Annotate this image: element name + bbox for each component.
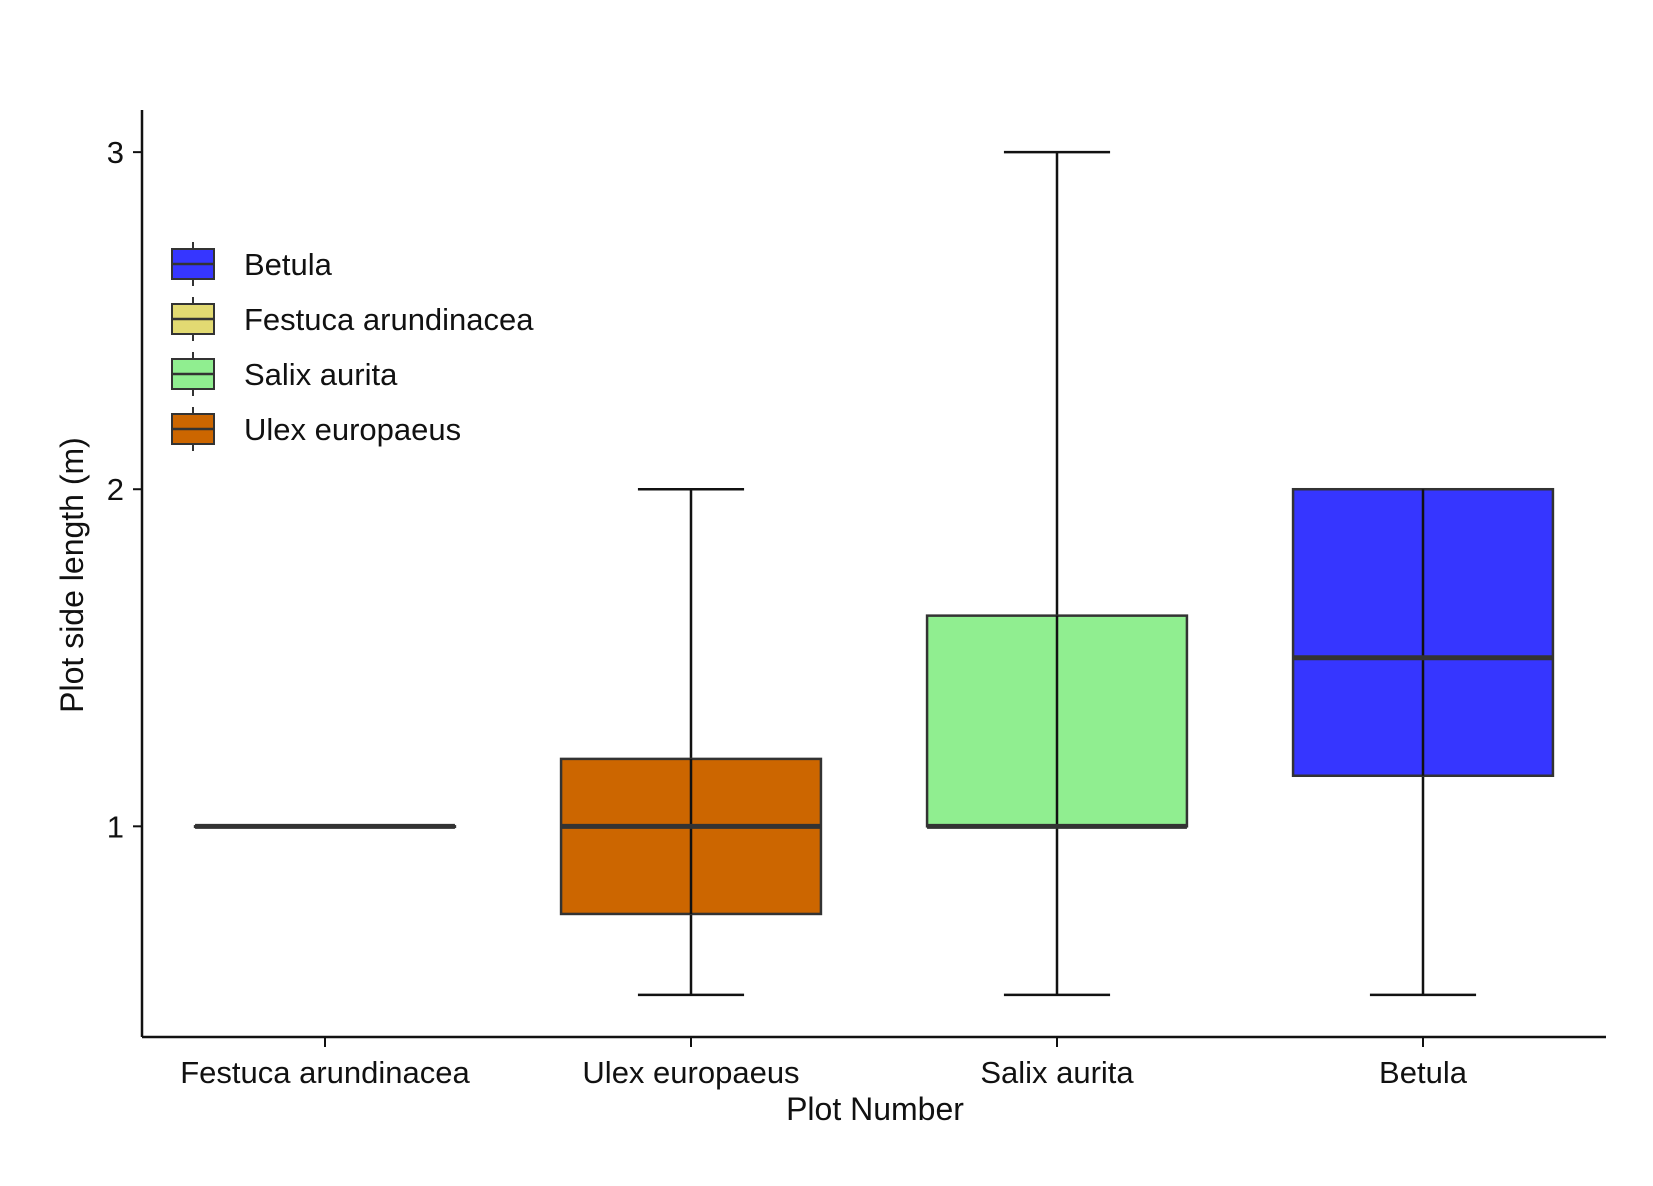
legend-item: Festuca arundinacea	[171, 297, 534, 341]
legend-label: Festuca arundinacea	[244, 302, 534, 337]
box-group	[193, 823, 457, 829]
y-tick-label: 3	[107, 135, 124, 170]
legend: Betula Festuca arundinacea Salix aurita Ule…	[171, 242, 534, 451]
axes: 1 2 3 Festuca arundinacea Ulex europaeus Sali…	[107, 110, 1606, 1090]
y-tick-label: 1	[107, 809, 124, 844]
legend-label: Salix aurita	[244, 357, 398, 392]
x-tick-label: Ulex europaeus	[582, 1055, 799, 1090]
box-group	[925, 150, 1189, 997]
x-tick-label: Salix aurita	[980, 1055, 1134, 1090]
y-axis-title: Plot side length (m)	[54, 437, 90, 713]
legend-item: Salix aurita	[171, 352, 398, 396]
y-tick-label: 2	[107, 472, 124, 507]
legend-label: Betula	[244, 247, 333, 282]
legend-label: Ulex europaeus	[244, 412, 461, 447]
boxes	[193, 150, 1555, 997]
box-group	[1291, 487, 1555, 997]
x-tick-label: Festuca arundinacea	[180, 1055, 470, 1090]
box-group	[559, 487, 823, 997]
legend-item: Betula	[171, 242, 333, 286]
legend-item: Ulex europaeus	[171, 407, 461, 451]
x-tick-label: Betula	[1379, 1055, 1468, 1090]
x-axis-title: Plot Number	[786, 1091, 964, 1127]
